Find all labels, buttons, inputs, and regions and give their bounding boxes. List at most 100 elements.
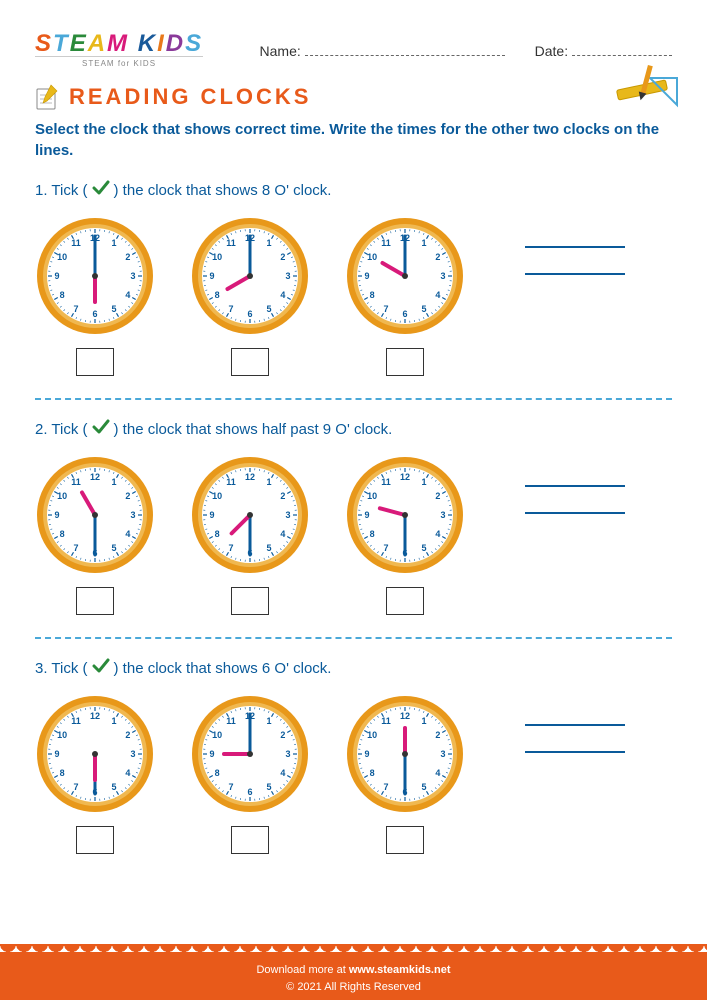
svg-text:10: 10	[367, 491, 377, 501]
svg-text:7: 7	[228, 782, 233, 792]
tick-box[interactable]	[76, 348, 114, 376]
svg-text:12: 12	[90, 472, 100, 482]
question: 3. Tick ( ) the clock that shows 6 O' cl…	[35, 657, 672, 854]
tick-box[interactable]	[76, 587, 114, 615]
svg-text:9: 9	[209, 271, 214, 281]
svg-text:8: 8	[60, 768, 65, 778]
svg-text:6: 6	[92, 309, 97, 319]
svg-text:9: 9	[364, 271, 369, 281]
svg-text:1: 1	[266, 477, 271, 487]
svg-text:10: 10	[57, 491, 67, 501]
clock-option: 123456789101112	[190, 455, 310, 615]
svg-text:4: 4	[125, 768, 130, 778]
check-icon	[92, 657, 110, 679]
svg-text:8: 8	[370, 529, 375, 539]
svg-text:1: 1	[111, 238, 116, 248]
svg-text:2: 2	[435, 252, 440, 262]
svg-text:10: 10	[367, 252, 377, 262]
answer-lines	[525, 724, 625, 753]
ruler-triangle-icon	[612, 63, 682, 118]
footer-link[interactable]: www.steamkids.net	[349, 964, 451, 976]
tick-box[interactable]	[231, 348, 269, 376]
svg-text:5: 5	[111, 304, 116, 314]
question-text: 2. Tick ( ) the clock that shows half pa…	[35, 418, 672, 440]
svg-text:3: 3	[130, 510, 135, 520]
svg-text:5: 5	[111, 782, 116, 792]
svg-text:7: 7	[73, 782, 78, 792]
svg-text:10: 10	[212, 491, 222, 501]
svg-text:3: 3	[440, 271, 445, 281]
svg-text:8: 8	[60, 529, 65, 539]
svg-text:7: 7	[73, 543, 78, 553]
clocks-row: 123456789101112 123456789101112 12345678…	[35, 455, 672, 615]
svg-text:9: 9	[54, 510, 59, 520]
svg-text:9: 9	[364, 510, 369, 520]
clock-option: 123456789101112	[345, 694, 465, 854]
svg-text:5: 5	[266, 304, 271, 314]
svg-text:1: 1	[421, 716, 426, 726]
answer-lines	[525, 246, 625, 275]
svg-text:9: 9	[209, 510, 214, 520]
svg-text:4: 4	[280, 529, 285, 539]
svg-text:11: 11	[71, 716, 81, 726]
svg-text:1: 1	[421, 238, 426, 248]
logo: STEAM KIDS STEAM for KIDS	[35, 30, 203, 68]
question-text: 1. Tick ( ) the clock that shows 8 O' cl…	[35, 179, 672, 201]
name-field[interactable]: Name:	[260, 40, 505, 59]
svg-text:4: 4	[125, 290, 130, 300]
name-input-line[interactable]	[305, 40, 505, 56]
svg-text:11: 11	[71, 238, 81, 248]
tick-box[interactable]	[231, 587, 269, 615]
question: 2. Tick ( ) the clock that shows half pa…	[35, 418, 672, 615]
svg-text:3: 3	[285, 510, 290, 520]
svg-text:9: 9	[54, 749, 59, 759]
answer-line[interactable]	[525, 485, 625, 487]
clock-option: 123456789101112	[345, 455, 465, 615]
svg-text:7: 7	[383, 304, 388, 314]
svg-text:2: 2	[125, 252, 130, 262]
clock-option: 123456789101112	[190, 216, 310, 376]
svg-text:3: 3	[285, 749, 290, 759]
answer-line[interactable]	[525, 246, 625, 248]
clock-option: 123456789101112	[35, 694, 155, 854]
answer-line[interactable]	[525, 724, 625, 726]
svg-text:7: 7	[383, 543, 388, 553]
tick-box[interactable]	[386, 826, 424, 854]
tick-box[interactable]	[386, 587, 424, 615]
svg-text:6: 6	[247, 787, 252, 797]
clock-option: 123456789101112	[190, 694, 310, 854]
svg-text:10: 10	[57, 730, 67, 740]
date-input-line[interactable]	[572, 40, 672, 56]
page-title: READING CLOCKS	[69, 84, 311, 110]
svg-text:12: 12	[245, 472, 255, 482]
answer-line[interactable]	[525, 751, 625, 753]
svg-text:2: 2	[280, 252, 285, 262]
svg-text:11: 11	[71, 477, 81, 487]
title-row: READING CLOCKS	[35, 83, 672, 111]
question-text: 3. Tick ( ) the clock that shows 6 O' cl…	[35, 657, 672, 679]
answer-line[interactable]	[525, 512, 625, 514]
date-field[interactable]: Date:	[535, 40, 672, 59]
answer-line[interactable]	[525, 273, 625, 275]
pencil-note-icon	[35, 83, 59, 111]
divider	[35, 398, 672, 400]
svg-text:5: 5	[266, 782, 271, 792]
tick-box[interactable]	[76, 826, 114, 854]
svg-text:9: 9	[209, 749, 214, 759]
svg-text:6: 6	[402, 309, 407, 319]
svg-text:8: 8	[370, 768, 375, 778]
clock-option: 123456789101112	[345, 216, 465, 376]
tick-box[interactable]	[386, 348, 424, 376]
check-icon	[92, 179, 110, 201]
divider	[35, 637, 672, 639]
svg-text:12: 12	[400, 711, 410, 721]
svg-text:5: 5	[266, 543, 271, 553]
svg-text:5: 5	[421, 304, 426, 314]
svg-text:7: 7	[383, 782, 388, 792]
svg-text:1: 1	[421, 477, 426, 487]
svg-text:5: 5	[421, 543, 426, 553]
svg-text:8: 8	[215, 290, 220, 300]
svg-text:4: 4	[435, 290, 440, 300]
tick-box[interactable]	[231, 826, 269, 854]
svg-text:9: 9	[364, 749, 369, 759]
